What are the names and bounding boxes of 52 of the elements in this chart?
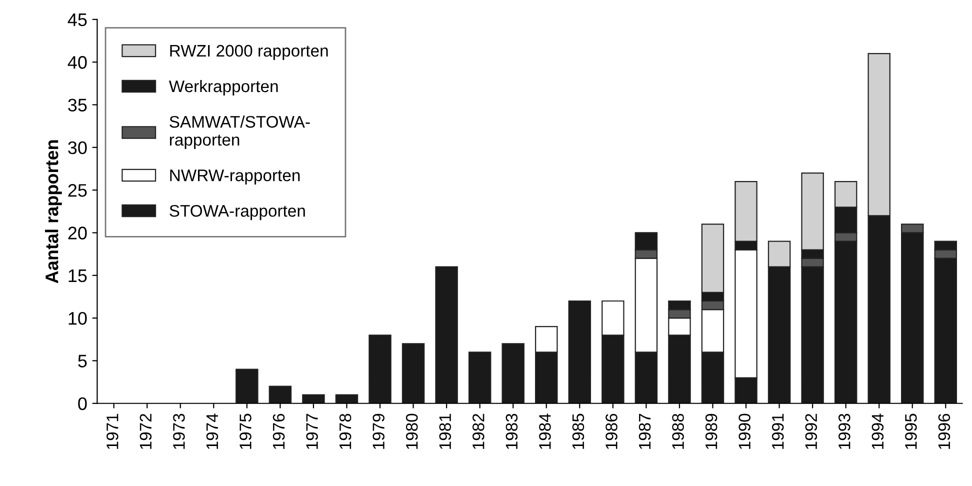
x-tick-label: 1996 (938, 414, 950, 449)
x-tick-label: 1973 (173, 414, 185, 449)
x-tick-label: 1993 (838, 414, 850, 449)
legend-label: Werkrapporten (168, 80, 278, 96)
x-tick-label: 1980 (406, 414, 418, 449)
bar (468, 352, 492, 404)
x-tick-label: 1984 (539, 414, 551, 449)
bar (236, 368, 258, 404)
x-tick-label: 1978 (339, 414, 352, 449)
x-tick-label: 1988 (672, 414, 684, 449)
y-tick-label: 10 (68, 312, 87, 325)
x-tick-label: 1992 (805, 414, 818, 449)
x-tick-label: 1972 (140, 414, 152, 449)
x-tick-label: 1995 (905, 414, 917, 449)
legend-label: NWRW-rapporten (170, 170, 300, 185)
x-tick-label: 1977 (306, 414, 318, 449)
x-tick-label: 1979 (372, 414, 384, 449)
bar (335, 394, 358, 404)
y-tick-label: 45 (68, 14, 87, 26)
bar (402, 343, 425, 404)
y-tick-label: 5 (78, 354, 87, 368)
x-tick-label: 1981 (439, 414, 452, 449)
x-tick-label: 1975 (240, 414, 252, 449)
x-tick-label: 1982 (472, 414, 484, 449)
x-tick-label: 1994 (872, 414, 884, 449)
bar (502, 343, 524, 404)
bar (268, 386, 292, 404)
legend-label: SAMWAT/STOWA- rapporten (170, 116, 310, 149)
x-tick-label: 1989 (705, 414, 718, 449)
x-tick-label: 1971 (106, 414, 118, 449)
x-tick-label: 1974 (206, 414, 218, 449)
y-tick-label: 0 (78, 397, 87, 410)
y-tick-label: 30 (68, 141, 87, 154)
bar (435, 266, 458, 404)
x-tick-label: 1987 (638, 414, 651, 449)
bar (568, 300, 592, 404)
x-tick-label: 1985 (572, 414, 584, 449)
bar (302, 394, 325, 404)
legend-label: RWZI 2000 rapporten (170, 44, 328, 60)
y-axis-title: Aantal rapporten (45, 140, 62, 284)
y-tick-label: 25 (68, 184, 87, 197)
legend-label: STOWA-rapporten (170, 204, 305, 220)
y-tick-label: 20 (68, 226, 87, 240)
x-tick-label: 1983 (506, 414, 518, 449)
x-tick-label: 1976 (272, 414, 285, 449)
x-tick-label: 1986 (606, 414, 618, 449)
y-tick-label: 15 (68, 270, 87, 282)
x-tick-label: 1991 (772, 414, 784, 449)
bar (368, 334, 392, 404)
y-tick-label: 35 (68, 98, 87, 112)
y-tick-label: 40 (68, 56, 87, 69)
x-tick-label: 1990 (738, 414, 750, 449)
